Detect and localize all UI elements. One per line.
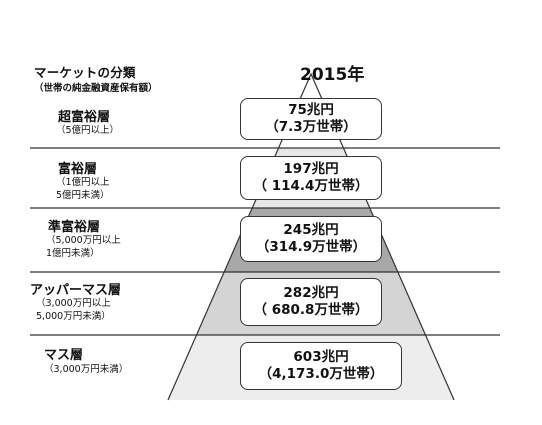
tier-desc-wealthy: （1億円以上 5億円未満） xyxy=(56,177,110,201)
tier-households-wealthy: （ 114.4万世帯） xyxy=(253,178,369,194)
tier-name-ultra-wealthy: 超富裕層 xyxy=(58,110,111,125)
tier-amount-upper-mass: 282兆円 xyxy=(283,285,339,301)
market-classification-title: マーケットの分類 xyxy=(34,65,136,80)
tier-box-wealthy: 197兆円 （ 114.4万世帯） xyxy=(240,156,382,200)
tier-box-mass: 603兆円 （4,173.0万世帯） xyxy=(240,342,402,390)
tier-desc-mass: （3,000万円未満） xyxy=(44,364,129,375)
tier-name-mass: マス層 xyxy=(44,348,84,363)
tier-box-semi-wealthy: 245兆円 （314.9万世帯） xyxy=(240,216,382,262)
tier-desc-upper-mass: （3,000万円以上 5,000万円未満） xyxy=(36,298,111,322)
tier-amount-wealthy: 197兆円 xyxy=(283,161,339,177)
market-classification-subtitle: （世帯の純金融資産保有額） xyxy=(34,83,158,94)
tier-households-upper-mass: （ 680.8万世帯） xyxy=(253,302,369,318)
year-label: 2015年 xyxy=(300,65,365,85)
tier-desc-ultra-wealthy: （5億円以上） xyxy=(56,125,120,136)
tier-amount-mass: 603兆円 xyxy=(293,349,349,365)
tier-amount-ultra-wealthy: 75兆円 xyxy=(288,102,334,118)
pyramid-outline xyxy=(167,72,455,401)
tier-box-upper-mass: 282兆円 （ 680.8万世帯） xyxy=(240,278,382,326)
tier-box-ultra-wealthy: 75兆円 （7.3万世帯） xyxy=(240,98,382,140)
tier-amount-semi-wealthy: 245兆円 xyxy=(283,222,339,238)
tier-name-upper-mass: アッパーマス層 xyxy=(30,283,122,298)
tier-name-wealthy: 富裕層 xyxy=(58,162,98,177)
tier-desc-semi-wealthy: （5,000万円以上 1億円未満） xyxy=(46,235,121,259)
tier-households-semi-wealthy: （314.9万世帯） xyxy=(255,239,367,255)
tier-households-ultra-wealthy: （7.3万世帯） xyxy=(265,119,357,135)
tier-name-semi-wealthy: 準富裕層 xyxy=(48,220,101,235)
tier-households-mass: （4,173.0万世帯） xyxy=(258,366,384,382)
